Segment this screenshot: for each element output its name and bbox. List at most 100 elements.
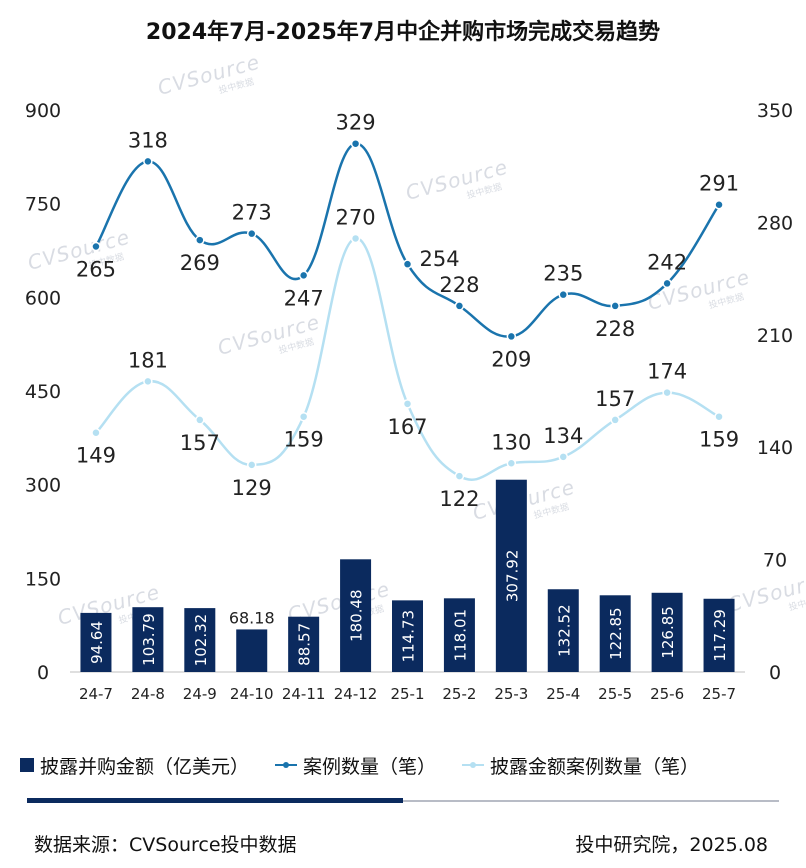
total-cases-point	[662, 278, 672, 289]
bar	[184, 608, 216, 672]
bar-value-label: 118.01	[451, 609, 469, 662]
y-left-tick-label: 300	[25, 475, 61, 497]
x-tick-label: 25-6	[650, 685, 684, 703]
bar-value-label: 132.52	[555, 604, 573, 657]
bar-value-label: 88.57	[296, 623, 314, 666]
disclosed-cases-point	[610, 415, 620, 425]
bar	[236, 629, 268, 672]
bar	[392, 600, 423, 672]
bar-value-label: 117.29	[711, 609, 729, 662]
x-tick-label: 25-5	[598, 685, 632, 703]
disclosed-cases-point	[506, 458, 517, 469]
bar	[132, 607, 164, 672]
bar	[703, 598, 735, 672]
divider-accent	[27, 798, 403, 803]
legend-line-swatch-dark	[275, 758, 298, 772]
legend-bar-swatch	[20, 758, 34, 772]
bar-value-label: 102.32	[192, 614, 210, 667]
total-cases-label: 329	[336, 111, 376, 135]
x-tick-label: 25-4	[546, 685, 580, 703]
footer-org-date: 投中研究院，2025.08	[575, 834, 768, 856]
total-cases-point	[298, 270, 309, 281]
bar	[495, 479, 527, 672]
watermark-text: CVSource	[403, 155, 510, 205]
x-tick-label: 25-3	[494, 685, 528, 703]
total-cases-label: 291	[699, 172, 739, 196]
total-cases-label: 318	[128, 128, 168, 152]
legend-item-amount[interactable]: 披露并购金额（亿美元）	[20, 752, 249, 779]
total-cases-point	[506, 331, 517, 342]
watermark-text: CVSource	[155, 50, 262, 100]
y-left-tick-label: 0	[37, 662, 49, 684]
line-series	[91, 138, 724, 481]
bar	[443, 598, 475, 672]
bar	[288, 616, 320, 672]
x-tick-label: 25-2	[442, 685, 476, 703]
y-right-tick-label: 70	[763, 550, 787, 572]
bar	[599, 595, 631, 672]
y-right-tick-label: 0	[769, 662, 781, 684]
total-cases-point	[91, 241, 101, 252]
disclosed-cases-label: 159	[284, 428, 324, 452]
watermark: CVSource投中数据	[215, 310, 322, 360]
total-cases-point	[610, 301, 620, 311]
bar-value-label: 307.92	[503, 550, 521, 603]
bar	[547, 589, 579, 672]
bar	[340, 559, 372, 672]
disclosed-cases-label: 149	[76, 444, 116, 468]
chart-title: 2024年7月-2025年7月中企并购市场完成交易趋势	[145, 20, 661, 45]
x-tick-label: 24-11	[282, 685, 326, 703]
total-cases-point	[402, 259, 413, 269]
disclosed-cases-label: 129	[232, 476, 272, 500]
legend-label-amount: 披露并购金额（亿美元）	[40, 755, 250, 778]
y-left-tick-label: 600	[25, 287, 61, 309]
bar-value-label: 68.18	[229, 608, 275, 627]
watermark: CVSource投中数据	[155, 50, 262, 100]
total-cases-point	[350, 138, 361, 149]
footer-source: 数据来源：CVSource投中数据	[34, 834, 297, 856]
total-cases-label: 269	[180, 251, 220, 275]
chart: CVSource投中数据CVSource投中数据CVSource投中数据CVSo…	[25, 50, 806, 703]
x-tick-label: 24-9	[183, 685, 217, 703]
disclosed-cases-point	[91, 427, 101, 438]
divider-rule	[403, 800, 779, 802]
total-cases-label: 254	[420, 247, 460, 271]
legend-item-cases[interactable]: 案例数量（笔）	[275, 752, 436, 779]
bar-value-label: 114.73	[400, 610, 418, 663]
disclosed-cases-line	[95, 237, 720, 481]
disclosed-cases-point	[143, 376, 153, 387]
y-right-tick-label: 210	[757, 325, 793, 347]
x-tick-label: 24-8	[131, 685, 165, 703]
x-tick-label: 25-7	[702, 685, 736, 703]
total-cases-point	[454, 301, 465, 311]
total-cases-label: 228	[439, 273, 479, 297]
total-cases-label: 242	[647, 250, 687, 274]
bar-value-label: 94.64	[88, 621, 106, 664]
bar-value-label: 103.79	[140, 613, 158, 666]
legend-label-cases: 案例数量（笔）	[303, 755, 437, 778]
legend-item-disclosed[interactable]: 披露金额案例数量（笔）	[462, 752, 699, 779]
watermark-text: CVSource	[215, 310, 322, 360]
total-cases-point	[714, 199, 724, 210]
watermark: CVSource投中数据	[403, 155, 510, 205]
bar-series	[80, 479, 735, 672]
bar	[651, 592, 683, 672]
y-left-tick-label: 150	[25, 568, 61, 590]
total-cases-label: 247	[284, 286, 324, 310]
total-cases-label: 235	[543, 262, 583, 286]
y-right-tick-label: 140	[757, 437, 793, 459]
total-cases-point	[246, 228, 257, 239]
disclosed-cases-label: 157	[180, 431, 220, 455]
bar-value-label: 122.85	[607, 607, 625, 660]
disclosed-cases-label: 122	[439, 487, 479, 511]
bar	[80, 612, 112, 672]
disclosed-cases-point	[454, 471, 465, 481]
disclosed-cases-label: 181	[128, 348, 168, 372]
disclosed-cases-label: 130	[491, 430, 531, 454]
legend-line-swatch-light	[462, 758, 485, 772]
total-cases-label: 265	[76, 257, 116, 281]
y-left-tick-label: 750	[25, 194, 61, 216]
disclosed-cases-point	[195, 415, 205, 425]
axes: 0 150 300 450 600 750 900 0 70 140 210 280 350 24-7 24…	[25, 100, 793, 703]
disclosed-cases-point	[558, 452, 569, 462]
